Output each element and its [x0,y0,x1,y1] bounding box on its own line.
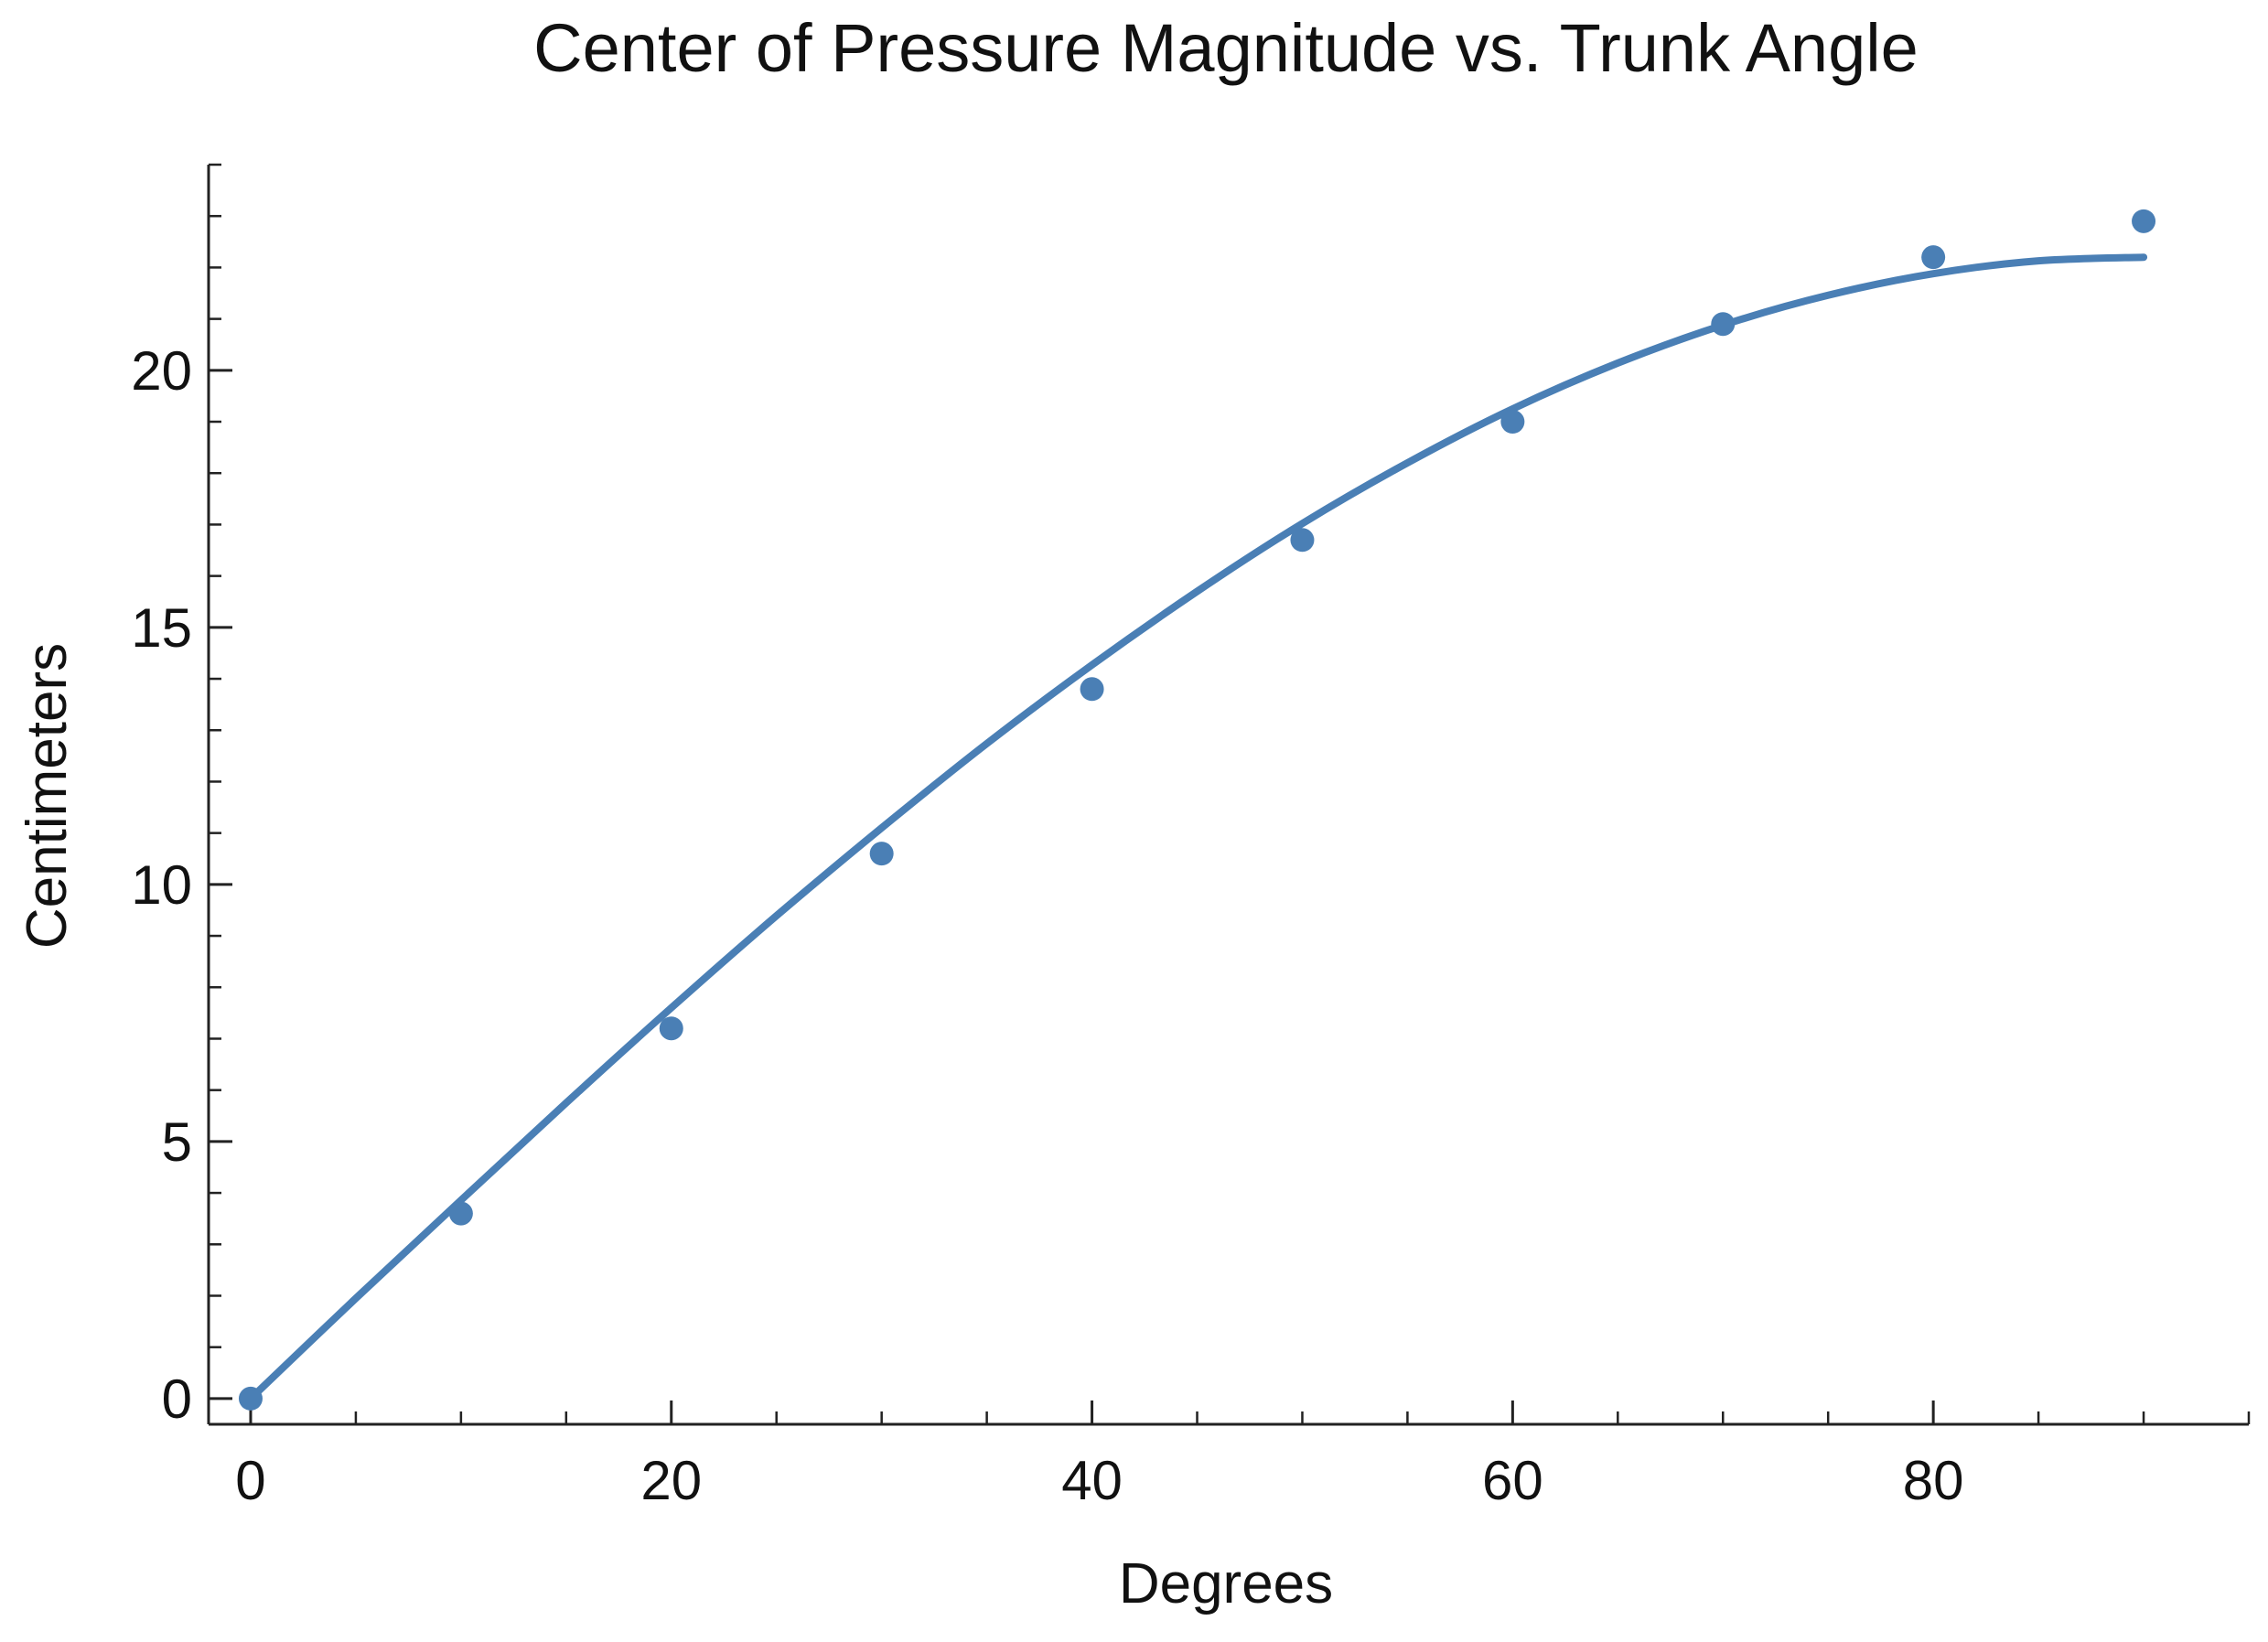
axes: 0 20 40 60 80 0 5 10 15 20 [131,163,2251,1511]
fit-curve-group [247,253,2148,1402]
x-tick-label: 60 [1482,1450,1543,1511]
data-point [238,1386,263,1411]
y-tick-label: 10 [131,854,192,916]
x-tick-label: 20 [640,1450,702,1511]
chart-title: Center of Pressure Magnitude vs. Trunk A… [533,10,1919,86]
y-axis-label: Centimeters [16,643,79,949]
y-tick-label: 5 [162,1111,192,1173]
data-point [448,1201,473,1226]
y-tick-label: 0 [162,1368,192,1430]
y-tick-label: 15 [131,597,192,659]
data-point [1290,528,1315,553]
data-point [2132,209,2156,233]
x-tick-label: 40 [1061,1450,1123,1511]
data-point [1500,410,1525,435]
y-tick-label: 20 [131,340,192,402]
x-tick-label: 0 [235,1450,265,1511]
data-points [238,209,2156,1411]
data-point [1921,245,1946,270]
fit-curve [247,253,2148,1402]
x-tick-label: 80 [1903,1450,1964,1511]
data-point [1711,312,1736,337]
data-point [659,1016,683,1041]
data-point [1080,677,1104,702]
x-axis-label: Degrees [1119,1552,1333,1615]
data-point [869,842,894,866]
